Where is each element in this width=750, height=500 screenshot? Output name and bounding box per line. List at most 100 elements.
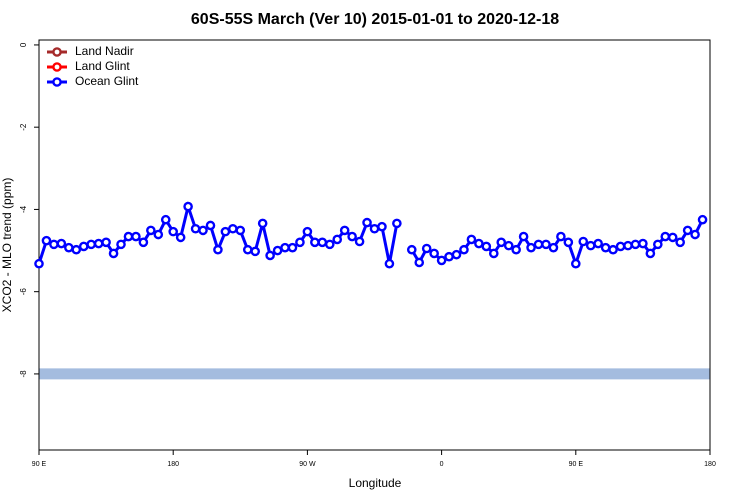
y-tick-label: -8 xyxy=(19,370,28,378)
point xyxy=(295,237,305,248)
point xyxy=(615,241,626,252)
point xyxy=(175,232,186,243)
point xyxy=(332,234,343,245)
point xyxy=(526,242,536,253)
y-tick-label: -4 xyxy=(19,205,28,213)
x-tick-label: 180 xyxy=(704,461,716,468)
point xyxy=(205,220,216,231)
point xyxy=(242,244,253,255)
point xyxy=(608,244,618,255)
point xyxy=(377,221,387,232)
point xyxy=(667,232,678,243)
point xyxy=(571,258,581,269)
point xyxy=(653,239,663,250)
point xyxy=(675,237,685,248)
point xyxy=(623,240,633,251)
point xyxy=(49,239,59,250)
point xyxy=(153,229,164,240)
point xyxy=(78,241,89,252)
x-tick-label: 0 xyxy=(440,461,444,468)
point xyxy=(228,223,238,234)
x-tick-label: 90 E xyxy=(569,461,584,468)
point xyxy=(310,237,320,248)
legend-label: Ocean Glint xyxy=(75,74,139,88)
point xyxy=(123,231,134,242)
point xyxy=(503,240,514,251)
point xyxy=(392,218,402,229)
point xyxy=(384,258,395,269)
point xyxy=(317,237,328,248)
point xyxy=(138,237,149,248)
point xyxy=(459,244,469,255)
point xyxy=(578,236,589,247)
point xyxy=(585,240,596,251)
point xyxy=(541,239,551,250)
point xyxy=(474,238,484,249)
legend-marker xyxy=(52,47,62,57)
x-tick-label: 180 xyxy=(167,461,179,468)
point xyxy=(645,248,656,259)
point xyxy=(93,238,104,249)
point xyxy=(466,234,477,245)
point xyxy=(362,217,372,228)
point xyxy=(324,239,335,250)
legend-marker xyxy=(52,77,62,87)
point xyxy=(56,238,67,249)
point xyxy=(630,239,641,250)
point xyxy=(690,229,700,240)
point xyxy=(108,248,119,259)
legend-label: Land Nadir xyxy=(75,44,134,58)
y-tick-label: 0 xyxy=(19,42,28,47)
point xyxy=(265,250,275,261)
point xyxy=(548,242,559,253)
point xyxy=(168,226,178,237)
point xyxy=(429,248,439,259)
point xyxy=(183,201,193,212)
point xyxy=(198,225,208,236)
point xyxy=(369,223,380,234)
point xyxy=(354,236,365,247)
point xyxy=(682,225,693,236)
point xyxy=(131,231,141,242)
point xyxy=(436,255,447,266)
point xyxy=(280,242,290,253)
point xyxy=(511,244,521,255)
point xyxy=(160,214,171,225)
point xyxy=(451,249,462,260)
point xyxy=(287,242,298,253)
point xyxy=(563,237,574,248)
point xyxy=(496,237,507,248)
point xyxy=(488,248,499,259)
point xyxy=(146,225,156,236)
point xyxy=(556,231,566,242)
point xyxy=(518,231,529,242)
point xyxy=(697,214,708,225)
point xyxy=(71,244,82,255)
point xyxy=(302,226,313,237)
point xyxy=(64,242,74,253)
legend-marker xyxy=(52,62,62,72)
point xyxy=(533,239,544,250)
point xyxy=(444,251,454,262)
legend-label: Land Glint xyxy=(75,59,130,73)
point xyxy=(250,246,261,257)
point xyxy=(481,241,492,252)
point xyxy=(213,244,223,255)
point xyxy=(638,238,648,249)
point xyxy=(347,231,357,242)
point xyxy=(339,225,350,236)
y-axis-label: XCO2 - MLO trend (ppm) xyxy=(0,178,14,313)
plot-frame xyxy=(38,39,711,451)
x-tick-label: 90 E xyxy=(32,461,47,468)
point xyxy=(41,235,52,246)
x-axis-label: Longitude xyxy=(349,476,402,490)
y-tick-label: -6 xyxy=(19,288,28,296)
point xyxy=(421,243,432,254)
point xyxy=(220,226,231,237)
point xyxy=(406,244,417,255)
point xyxy=(600,242,611,253)
point xyxy=(86,239,96,250)
point xyxy=(272,245,283,256)
y-tick-label: -2 xyxy=(19,123,28,131)
